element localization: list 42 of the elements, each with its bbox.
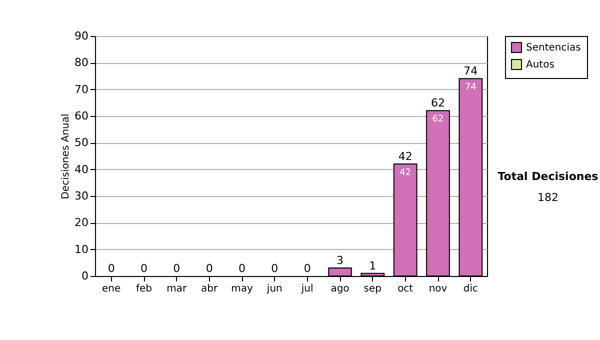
x-tick-label: ago [330, 284, 350, 294]
y-tick-label: 30 [74, 190, 88, 202]
data-label: 62 [432, 114, 444, 125]
x-tick-label: mar [166, 284, 188, 294]
x-tick-label: abr [201, 284, 219, 294]
total-label: 0 [173, 262, 180, 275]
y-tick-label: 40 [74, 162, 88, 176]
text: 182 [536, 191, 560, 204]
x-tick-label: feb [136, 284, 152, 294]
total-label: 0 [108, 262, 115, 275]
total-label: 62 [431, 96, 445, 110]
x-tick-label: nov [428, 284, 448, 294]
total-label: 0 [140, 262, 148, 275]
x-tick-label: jul [300, 284, 314, 294]
data-label: 42 [400, 168, 412, 178]
legend-label: Sentencias [526, 42, 581, 54]
y-tick-label: 80 [74, 56, 88, 70]
legend-label: Autos [526, 60, 554, 70]
y-tick-label: 50 [74, 136, 88, 150]
x-tick-label: may [231, 284, 253, 294]
total-label: 0 [238, 262, 246, 275]
text: Total Decisiones [496, 170, 600, 183]
y-axis-title: Decisiones Anual [60, 114, 72, 200]
x-tick-label: dic [463, 284, 478, 294]
x-tick-label: ene [102, 284, 121, 294]
total-label: 0 [271, 262, 278, 275]
x-tick-label: jun [266, 284, 282, 294]
data-label: 74 [464, 82, 477, 93]
x-tick-label: sep [364, 284, 382, 294]
total-label: 0 [304, 262, 311, 275]
y-tick-label: 90 [74, 30, 88, 42]
y-tick-label: 70 [74, 82, 88, 96]
y-tick-label: 0 [82, 270, 88, 282]
y-tick-label: 60 [74, 110, 88, 122]
total-label: 1 [369, 259, 376, 272]
y-tick-label: 10 [74, 242, 88, 256]
total-label: 0 [206, 262, 213, 275]
x-tick-label: oct [398, 284, 414, 294]
y-tick-label: 20 [74, 216, 88, 230]
total-label: 74 [464, 64, 478, 78]
total-label: 3 [336, 254, 344, 267]
total-label: 42 [398, 150, 412, 163]
